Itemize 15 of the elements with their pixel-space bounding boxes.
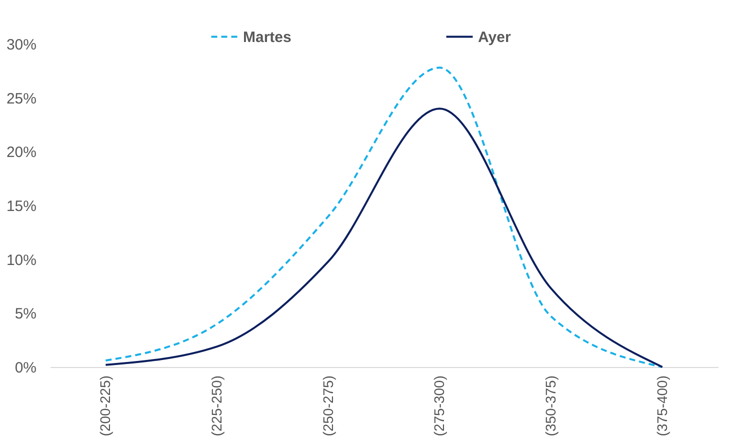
y-tick-label: 20% — [6, 144, 36, 162]
x-tick-label: (250-275) — [320, 376, 336, 436]
y-tick-label: 25% — [6, 90, 36, 108]
legend-label: Martes — [243, 28, 292, 46]
y-tick-label: 15% — [6, 198, 36, 215]
y-tick-label: 0% — [14, 360, 36, 376]
x-tick-label: (225-250) — [208, 376, 224, 436]
x-tick-label: (275-300) — [431, 376, 448, 436]
legend-label: Ayer — [478, 28, 511, 46]
x-tick-label: (375-400) — [654, 376, 670, 436]
x-tick-label: (200-225) — [97, 376, 114, 436]
y-tick-label: 30% — [6, 36, 36, 54]
y-tick-label: 10% — [6, 252, 36, 269]
x-tick-label: (350-375) — [542, 376, 558, 436]
y-tick-label: 5% — [14, 306, 36, 323]
